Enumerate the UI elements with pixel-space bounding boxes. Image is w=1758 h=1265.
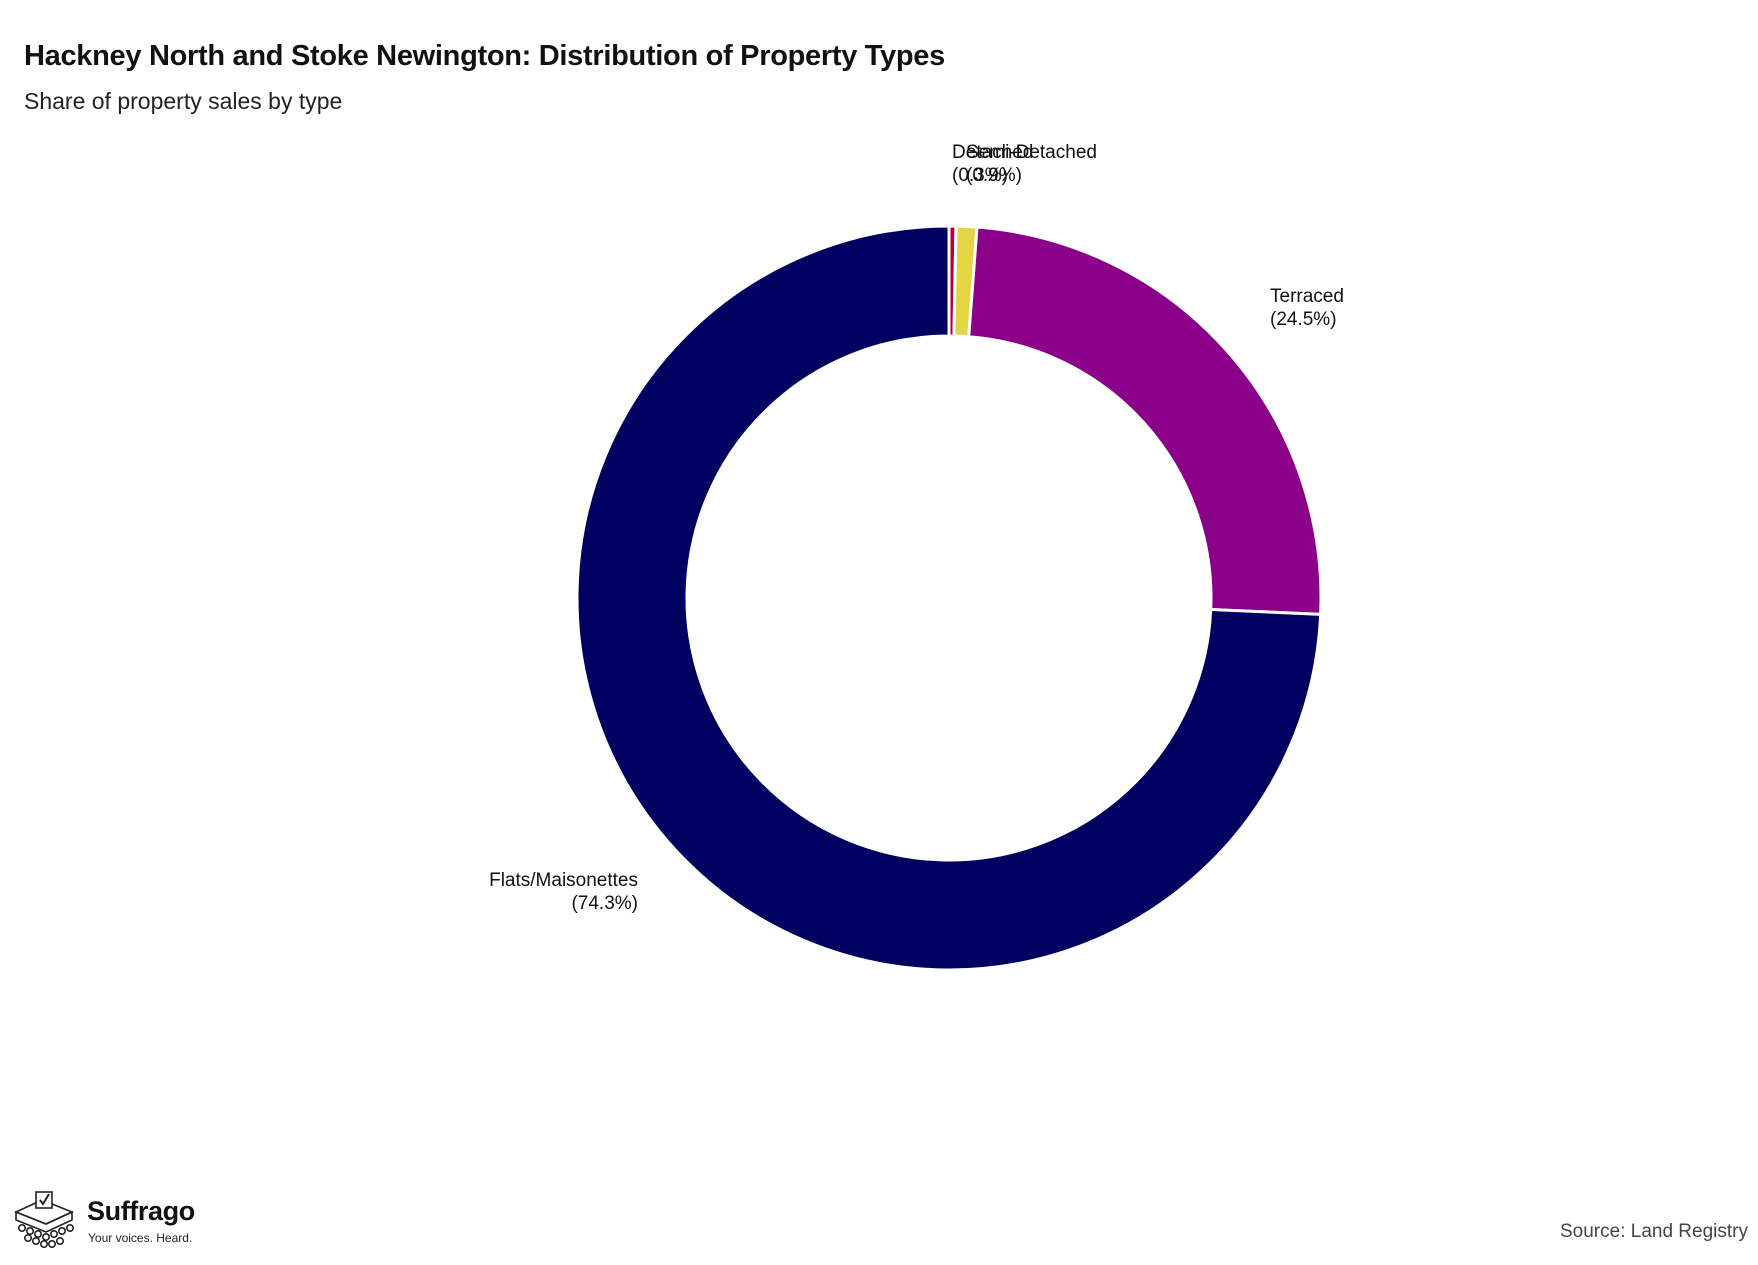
slice-label-value: (0.9%): [966, 165, 1022, 186]
slice-flats-maisonettes: [575, 224, 1323, 972]
slice-label-value: (0.3%): [952, 165, 1008, 186]
slice-label-name: Semi-Detached: [966, 142, 1097, 163]
slice-label-name: Detached: [952, 142, 1033, 163]
brand-tagline: Your voices. Heard.: [88, 1231, 193, 1245]
chart-title: Hackney North and Stoke Newington: Distr…: [24, 40, 945, 72]
brand-name: Suffrago: [87, 1196, 195, 1226]
slice-label-value: (24.5%): [1270, 309, 1337, 330]
ballot-box-icon: [14, 1191, 75, 1248]
slice-terraced: [967, 225, 1323, 616]
chart-subtitle: Share of property sales by type: [24, 88, 343, 114]
source-note: Source: Land Registry: [1560, 1221, 1748, 1242]
slice-label-name: Terraced: [1270, 286, 1344, 307]
slice-label-value: (74.3%): [571, 893, 638, 914]
slice-label-name: Flats/Maisonettes: [489, 870, 638, 891]
